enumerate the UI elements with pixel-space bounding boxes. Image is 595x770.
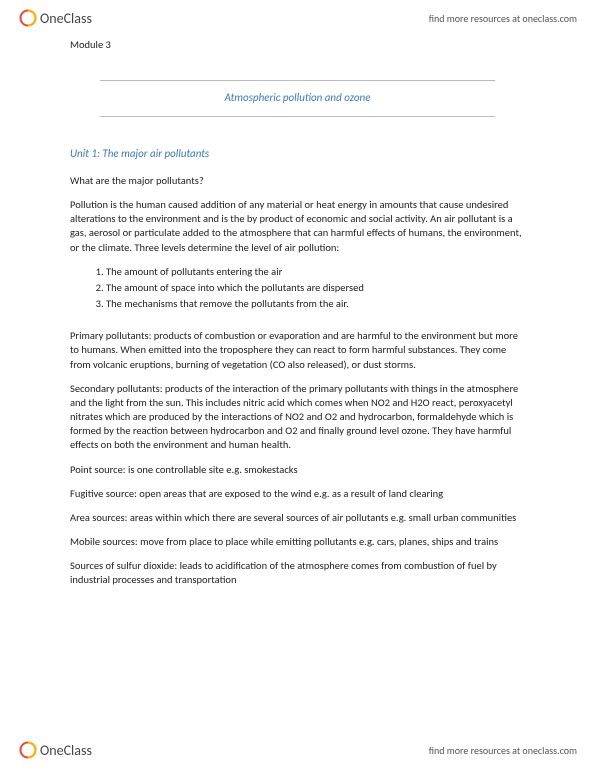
brand-logo-footer: OneClass — [18, 740, 92, 760]
unit-heading: Unit 1: The major air pollutants — [70, 147, 525, 162]
point-source: Point source: is one controllable site e… — [70, 463, 525, 477]
intro-paragraph: Pollution is the human caused addition o… — [70, 198, 525, 255]
oneclass-icon — [18, 8, 38, 28]
page-header: OneClass find more resources at oneclass… — [0, 0, 595, 32]
list-item: The amount of pollutants entering the ai… — [106, 265, 525, 279]
primary-pollutants: Primary pollutants: products of combusti… — [70, 329, 525, 372]
module-label: Module 3 — [70, 38, 525, 52]
document-title: Atmospheric pollution and ozone — [70, 81, 525, 116]
title-rule-bottom — [100, 116, 495, 117]
list-item: The amount of space into which the pollu… — [106, 281, 525, 295]
mobile-sources: Mobile sources: move from place to place… — [70, 535, 525, 549]
secondary-pollutants: Secondary pollutants: products of the in… — [70, 382, 525, 453]
list-item: The mechanisms that remove the pollutant… — [106, 297, 525, 311]
pollution-levels-list: The amount of pollutants entering the ai… — [106, 265, 525, 312]
page-footer: OneClass find more resources at oneclass… — [0, 734, 595, 770]
sulfur-dioxide: Sources of sulfur dioxide: leads to acid… — [70, 559, 525, 587]
brand-logo: OneClass — [18, 8, 92, 28]
header-tagline[interactable]: find more resources at oneclass.com — [429, 12, 577, 25]
question-1: What are the major pollutants? — [70, 174, 525, 188]
fugitive-source: Fugitive source: open areas that are exp… — [70, 487, 525, 501]
brand-name-footer: OneClass — [40, 742, 92, 759]
oneclass-icon — [18, 740, 38, 760]
brand-name: OneClass — [40, 10, 92, 27]
document-body: Module 3 Atmospheric pollution and ozone… — [0, 32, 595, 608]
footer-tagline[interactable]: find more resources at oneclass.com — [429, 744, 577, 757]
area-sources: Area sources: areas within which there a… — [70, 511, 525, 525]
